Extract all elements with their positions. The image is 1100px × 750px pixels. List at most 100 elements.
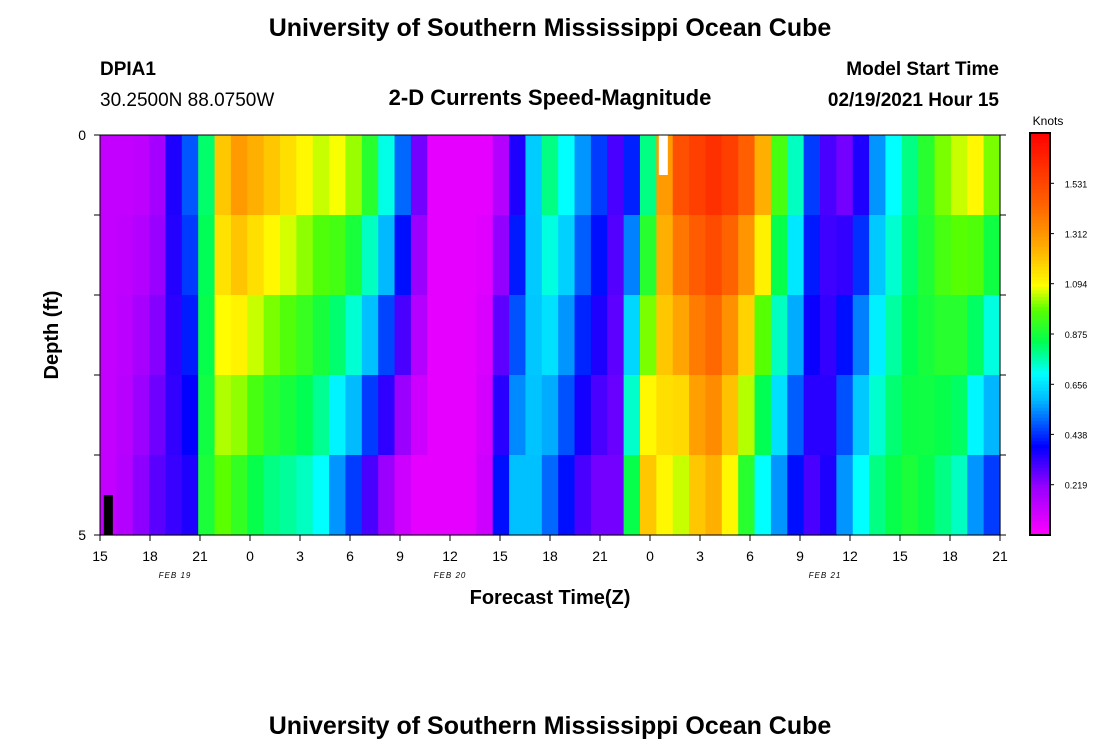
footer-title: University of Southern Mississippi Ocean… xyxy=(269,712,832,740)
colorbar-swatch xyxy=(1030,307,1050,312)
heatmap-cell xyxy=(967,375,985,456)
colorbar-swatch xyxy=(1030,146,1050,151)
colorbar-tick-label: 0.656 xyxy=(1065,380,1088,390)
heatmap-cell xyxy=(165,455,183,536)
heatmap-cell xyxy=(378,375,396,456)
colorbar-swatch xyxy=(1030,501,1050,506)
heatmap-cell xyxy=(427,455,445,536)
heatmap-cell xyxy=(181,215,199,296)
colorbar-swatch xyxy=(1030,451,1050,456)
plot-markers xyxy=(103,135,668,535)
colorbar-swatch xyxy=(1030,337,1050,342)
heatmap-cells xyxy=(100,135,1001,536)
heatmap-cell xyxy=(803,455,821,536)
colorbar-swatch xyxy=(1030,317,1050,322)
heatmap-cell xyxy=(247,375,265,456)
colorbar-tick-label: 1.094 xyxy=(1065,280,1088,290)
station-coords: 30.2500N 88.0750W xyxy=(100,90,274,111)
heatmap-cell xyxy=(623,295,641,376)
colorbar-swatch xyxy=(1030,183,1050,188)
heatmap-cell xyxy=(476,375,494,456)
heatmap-cell xyxy=(280,135,297,216)
colorbar-swatch xyxy=(1030,323,1050,328)
colorbar-swatch xyxy=(1030,290,1050,295)
heatmap-cell xyxy=(721,295,739,376)
heatmap-cell xyxy=(100,215,117,296)
heatmap-cell xyxy=(394,375,412,456)
y-axis: 05 xyxy=(78,127,1006,543)
colorbar-swatch xyxy=(1030,354,1050,359)
heatmap-cell xyxy=(296,215,314,296)
colorbar-swatch xyxy=(1030,491,1050,496)
heatmap-cell xyxy=(312,295,330,376)
heatmap-cell xyxy=(852,215,870,296)
heatmap-cell xyxy=(918,375,936,456)
colorbar-swatch xyxy=(1030,200,1050,204)
heatmap-cell xyxy=(672,295,690,376)
colorbar-swatch xyxy=(1030,347,1050,352)
heatmap-cell xyxy=(885,135,903,216)
heatmap-cell xyxy=(574,375,592,456)
heatmap-cell xyxy=(492,455,510,536)
heatmap-cell xyxy=(558,295,576,376)
colorbar-swatch xyxy=(1030,390,1050,395)
heatmap-cell xyxy=(623,135,641,216)
colorbar-swatch xyxy=(1030,411,1050,415)
heatmap-cell xyxy=(950,215,968,296)
heatmap-cell xyxy=(394,295,412,376)
colorbar-tick-label: 1.531 xyxy=(1065,179,1088,189)
heatmap-cell xyxy=(181,135,199,216)
heatmap-cell xyxy=(329,295,347,376)
heatmap-cell xyxy=(623,375,641,456)
colorbar-swatch xyxy=(1030,320,1050,325)
heatmap-cell xyxy=(869,295,887,376)
colorbar-swatch xyxy=(1030,441,1050,446)
heatmap-cell xyxy=(705,455,723,536)
colorbar-swatch xyxy=(1030,387,1050,392)
heatmap-cell xyxy=(656,215,674,296)
heatmap-cell xyxy=(967,215,985,296)
colorbar-swatch xyxy=(1030,481,1050,486)
colorbar-swatch xyxy=(1030,511,1050,516)
heatmap-cell xyxy=(443,215,461,296)
colorbar-swatch xyxy=(1030,133,1050,137)
colorbar-swatch xyxy=(1030,136,1050,141)
heatmap-cell xyxy=(247,455,265,536)
x-tick-label: 15 xyxy=(92,548,108,564)
colorbar-swatch xyxy=(1030,226,1050,231)
heatmap-cell xyxy=(787,295,805,376)
colorbar-swatch xyxy=(1030,474,1050,479)
colorbar-swatch xyxy=(1030,297,1050,302)
heatmap-cell xyxy=(541,455,559,536)
colorbar-swatch xyxy=(1030,447,1050,452)
colorbar-swatch xyxy=(1030,421,1050,426)
colorbar-swatch xyxy=(1030,334,1050,338)
heatmap-cell xyxy=(198,215,216,296)
heatmap-cell xyxy=(230,215,248,296)
x-tick-label: 18 xyxy=(542,548,558,564)
x-tick-label: 0 xyxy=(646,548,654,564)
heatmap-cell xyxy=(918,215,936,296)
heatmap-cell xyxy=(541,215,559,296)
colorbar-swatch xyxy=(1030,434,1050,439)
colorbar-swatch xyxy=(1030,484,1050,489)
heatmap-cell xyxy=(558,455,576,536)
heatmap-cell xyxy=(329,455,347,536)
heatmap-cell xyxy=(689,135,707,216)
colorbar-swatch xyxy=(1030,280,1050,285)
heatmap-cell xyxy=(116,295,134,376)
heatmap-cell xyxy=(754,215,772,296)
heatmap-cell xyxy=(509,215,527,296)
heatmap-cell xyxy=(623,455,641,536)
heatmap-cell xyxy=(427,135,445,216)
heatmap-cell xyxy=(918,455,936,536)
colorbar-swatch xyxy=(1030,223,1050,228)
heatmap-cell xyxy=(672,135,690,216)
heatmap-cell xyxy=(263,375,281,456)
heatmap-cell xyxy=(296,295,314,376)
heatmap-cell xyxy=(787,455,805,536)
colorbar-swatch xyxy=(1030,457,1050,462)
colorbar-tick-label: 1.312 xyxy=(1065,230,1088,240)
heatmap-cell xyxy=(312,375,330,456)
